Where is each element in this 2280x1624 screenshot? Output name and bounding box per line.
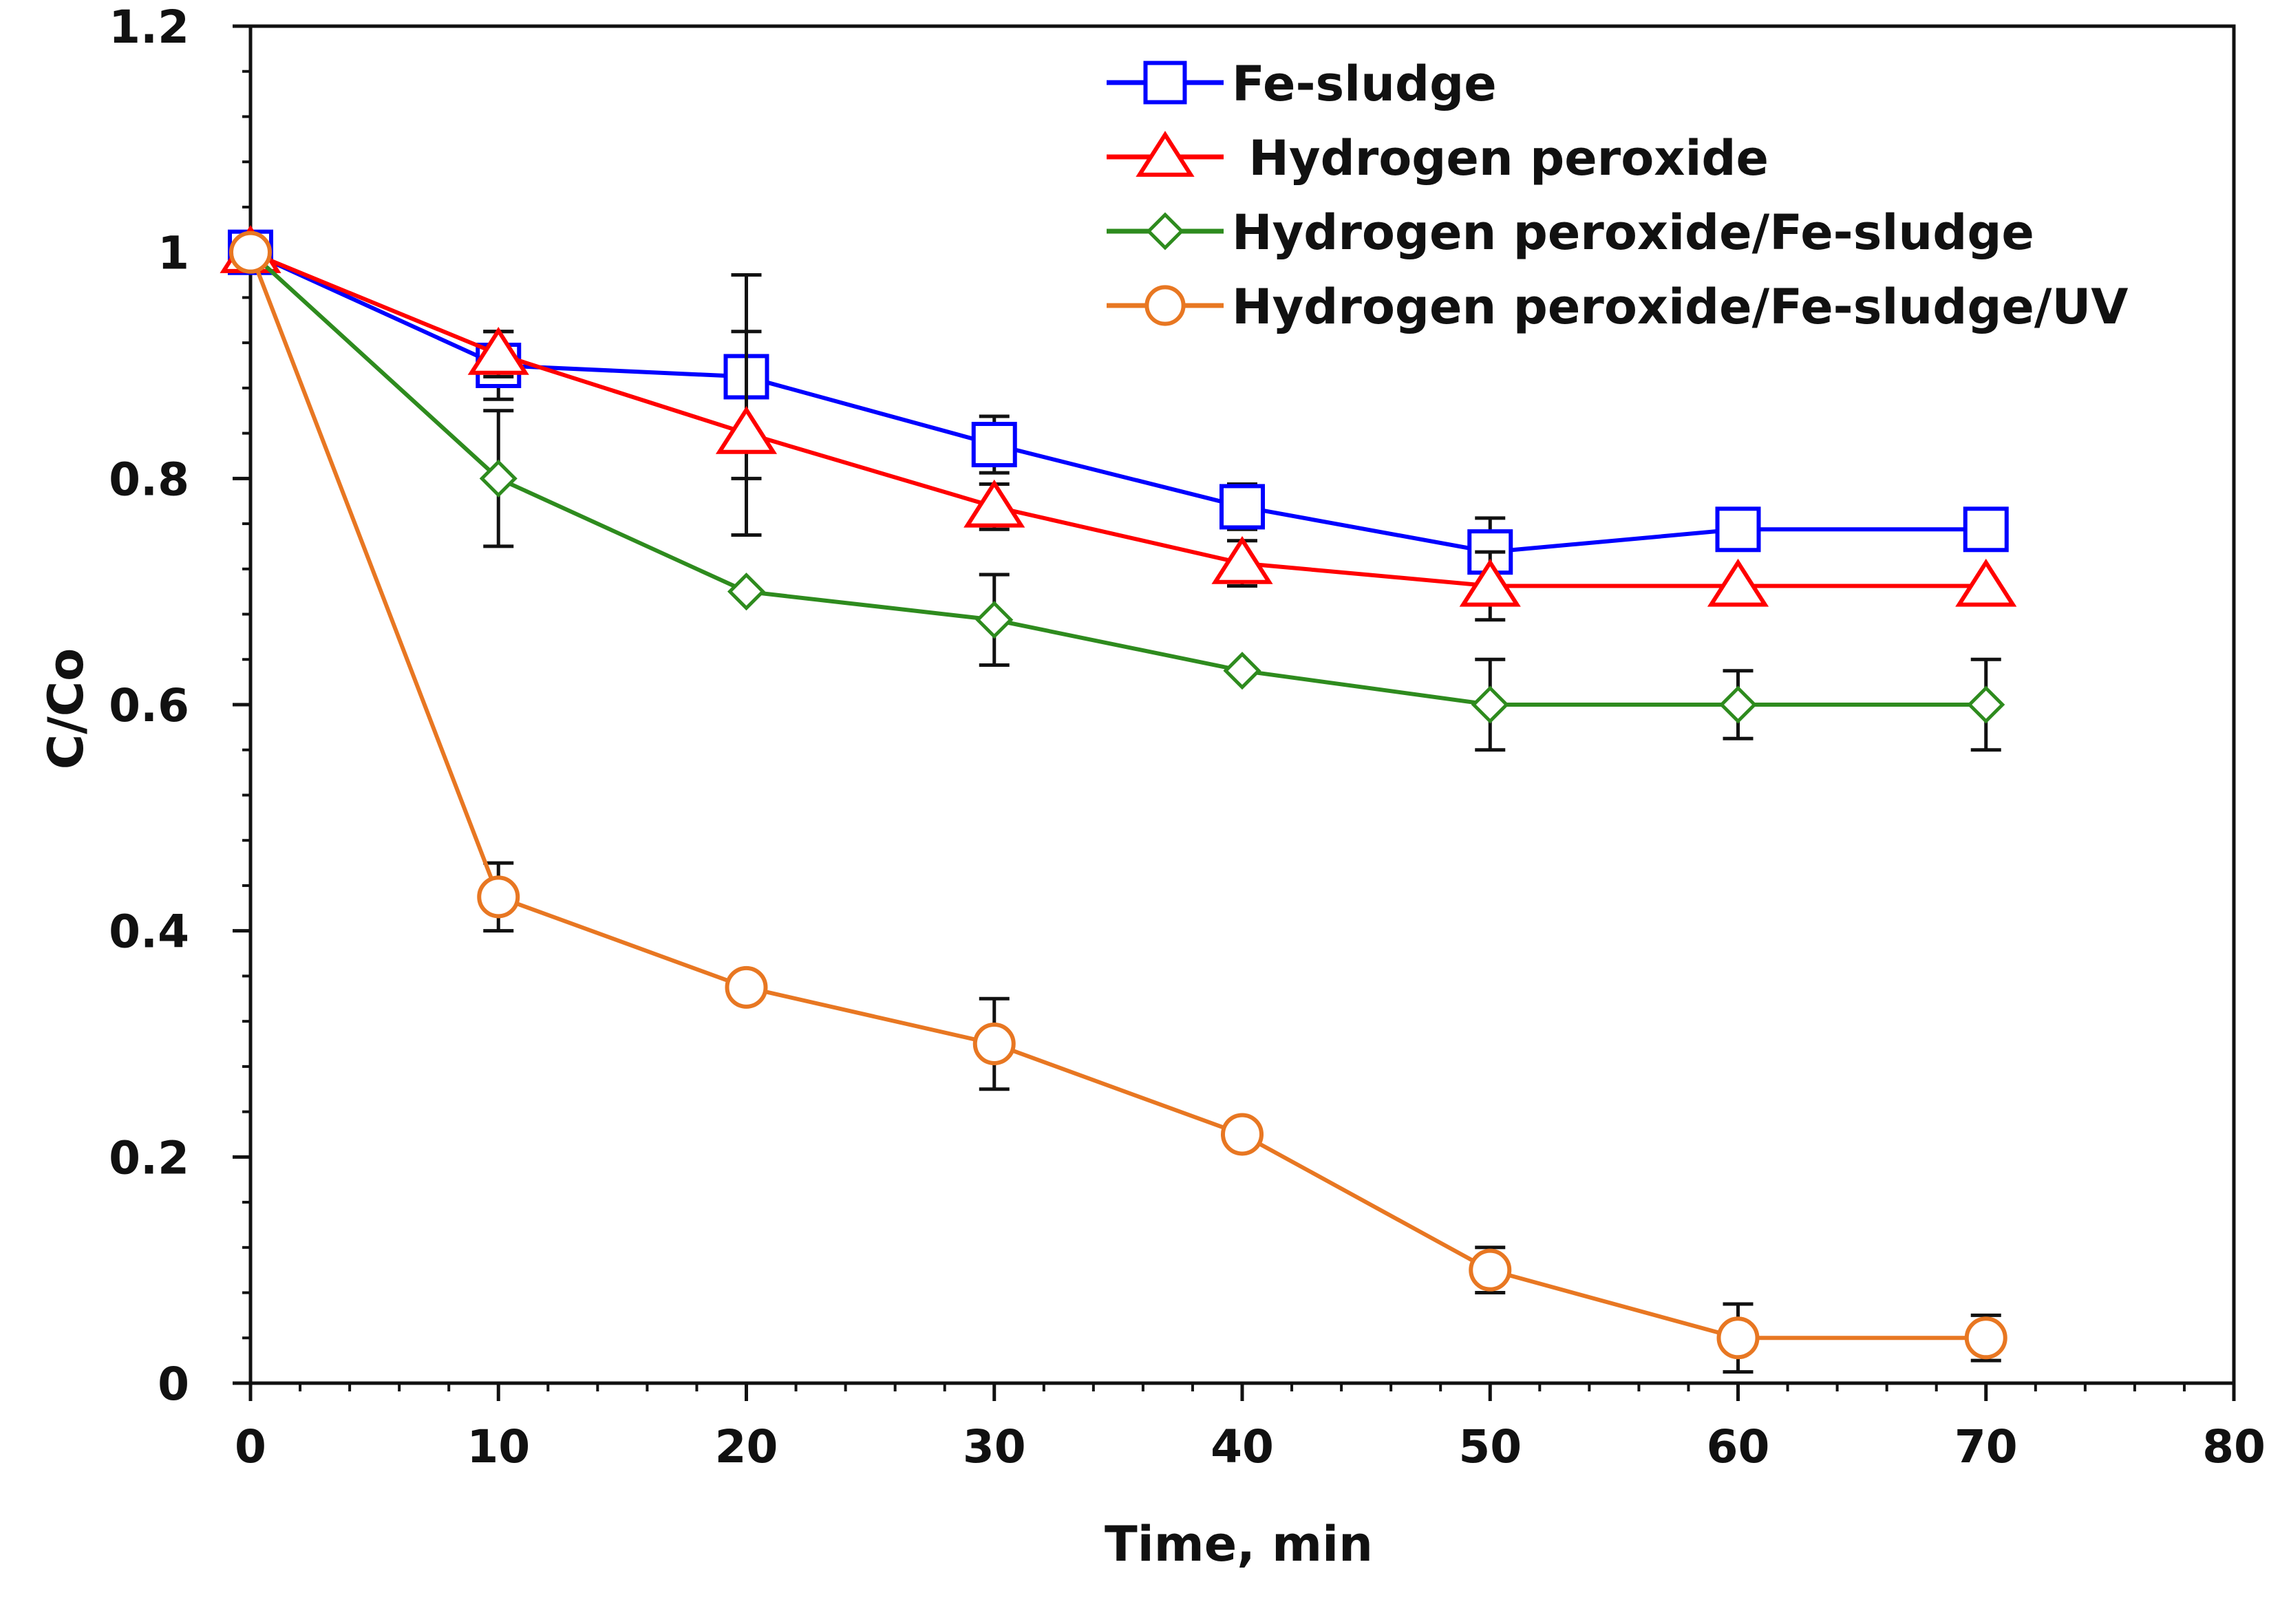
data-point xyxy=(1219,484,1265,530)
data-point xyxy=(1955,558,2017,607)
x-tick-label: 30 xyxy=(963,1420,1026,1473)
data-point xyxy=(1469,1248,1512,1292)
legend-label: Hydrogen peroxide/Fe-sludge/UV xyxy=(1232,279,2129,335)
data-point xyxy=(1221,1113,1264,1156)
x-tick-label: 50 xyxy=(1458,1420,1522,1473)
data-point xyxy=(229,231,272,274)
data-point xyxy=(972,1023,1016,1065)
data-point xyxy=(1146,212,1184,250)
y-axis: 0 0.2 0.4 0.6 0.8 1 1.2 xyxy=(109,1,251,1411)
y-tick-label: 0.2 xyxy=(109,1131,189,1184)
legend-item: Hydrogen peroxide xyxy=(1107,130,1769,186)
series-3 xyxy=(231,233,2005,752)
series-4 xyxy=(229,231,2007,1374)
x-tick-label: 70 xyxy=(1954,1420,2018,1473)
data-point xyxy=(1143,61,1187,105)
data-point xyxy=(479,459,518,498)
data-point xyxy=(963,479,1025,528)
data-point xyxy=(1471,685,1509,724)
data-point xyxy=(477,875,520,919)
y-tick-label: 0.4 xyxy=(109,906,189,959)
data-point xyxy=(1964,1316,2007,1360)
data-point xyxy=(1707,558,1769,607)
x-tick-label: 80 xyxy=(2202,1420,2266,1473)
x-axis-title: Time, min xyxy=(1105,1516,1373,1572)
x-tick-label: 0 xyxy=(235,1420,266,1473)
data-point xyxy=(715,406,778,454)
data-point xyxy=(1136,131,1195,177)
data-point xyxy=(1967,685,2005,724)
legend-item: Hydrogen peroxide/Fe-sludge xyxy=(1107,204,2034,261)
x-tick-label: 20 xyxy=(715,1420,778,1473)
series-layer xyxy=(220,225,2017,1374)
y-tick-label: 1 xyxy=(158,227,189,280)
legend-label: Fe-sludge xyxy=(1232,56,1497,112)
data-point xyxy=(1718,685,1758,724)
data-point xyxy=(1715,506,1761,553)
series-line xyxy=(248,251,1986,1340)
legend-label: Hydrogen peroxide/Fe-sludge xyxy=(1232,204,2034,261)
legend-item: Fe-sludge xyxy=(1107,56,1497,112)
x-axis: 0 10 20 30 40 50 60 70 80 xyxy=(235,1383,2266,1473)
y-axis-title: C/Co xyxy=(38,648,94,769)
data-point xyxy=(1963,506,2009,553)
y-tick-label: 0 xyxy=(158,1358,189,1411)
series-line xyxy=(248,250,1986,707)
data-point xyxy=(1211,536,1273,584)
y-tick-label: 0.8 xyxy=(109,453,189,506)
data-point xyxy=(727,573,766,611)
y-tick-label: 1.2 xyxy=(109,1,189,54)
data-point xyxy=(975,601,1014,639)
data-point xyxy=(725,965,768,1009)
legend-label: Hydrogen peroxide xyxy=(1232,130,1769,186)
data-point xyxy=(971,422,1017,468)
data-point xyxy=(467,326,529,375)
x-tick-label: 10 xyxy=(467,1420,530,1473)
data-point xyxy=(1223,652,1261,690)
series-line xyxy=(249,250,1986,588)
x-tick-label: 40 xyxy=(1211,1420,1274,1473)
legend-item: Hydrogen peroxide/Fe-sludge/UV xyxy=(1107,279,2129,335)
y-tick-label: 0.6 xyxy=(109,679,189,732)
x-tick-label: 60 xyxy=(1707,1420,1770,1473)
legend: Fe-sludge Hydrogen peroxide Hydrogen pero… xyxy=(1107,56,2129,335)
data-point xyxy=(1459,558,1521,607)
data-point xyxy=(1716,1316,1760,1360)
data-point xyxy=(1144,285,1186,326)
